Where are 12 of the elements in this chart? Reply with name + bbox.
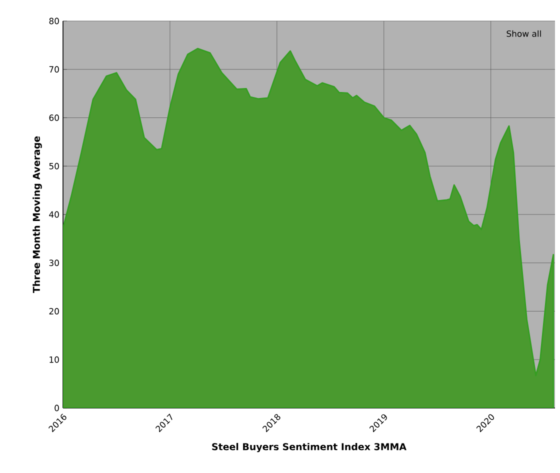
y-tick-label: 20: [49, 308, 59, 314]
y-tick-label: 40: [49, 211, 59, 218]
y-tick-label: 70: [49, 66, 59, 73]
y-tick-label: 50: [49, 162, 59, 170]
x-axis-title: Steel Buyers Sentiment Index 3MMA: [212, 442, 406, 452]
y-tick-label: 10: [50, 356, 59, 363]
y-tick-label: 0: [54, 404, 59, 412]
annotation: Show all: [506, 30, 541, 37]
y-tick-label: 60: [49, 114, 59, 121]
y-tick-label: 80: [49, 18, 59, 24]
y-tick-label: 30: [49, 260, 59, 266]
y-axis-title: Three Month Moving Average: [32, 136, 42, 294]
